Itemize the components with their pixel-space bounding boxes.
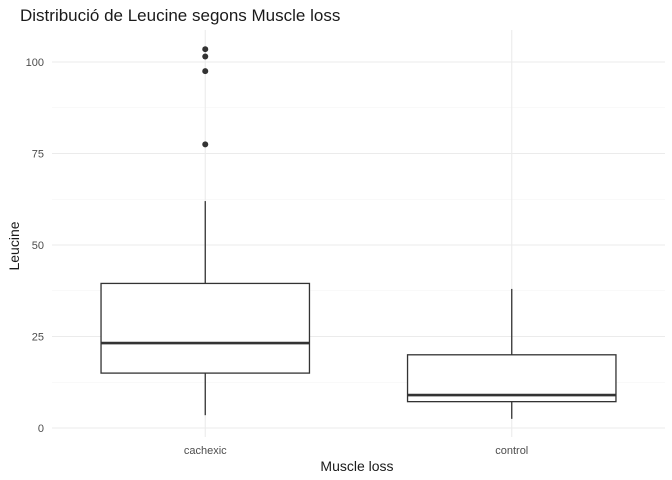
box-group-control [406,288,617,419]
y-axis-title: Leucine [6,221,22,270]
outlier-point [202,68,209,75]
outlier-point [202,46,209,53]
y-tick-label: 0 [38,423,44,435]
y-tick-label: 25 [32,332,44,344]
x-tick-label: control [495,445,528,457]
box-iqr [100,282,311,374]
outlier-point [202,53,209,60]
x-axis-ticks: cachexic control [184,445,528,457]
y-axis-ticks: 0 25 50 75 100 [26,57,44,435]
boxes [100,46,617,419]
y-tick-label: 100 [26,57,44,69]
outlier-point [202,141,209,148]
chart-title: Distribució de Leucine segons Muscle los… [20,6,340,25]
box-group-cachexic [100,46,311,416]
y-tick-label: 75 [32,149,44,161]
x-axis-title: Muscle loss [320,458,393,474]
y-tick-label: 50 [32,240,44,252]
x-tick-label: cachexic [184,445,227,457]
